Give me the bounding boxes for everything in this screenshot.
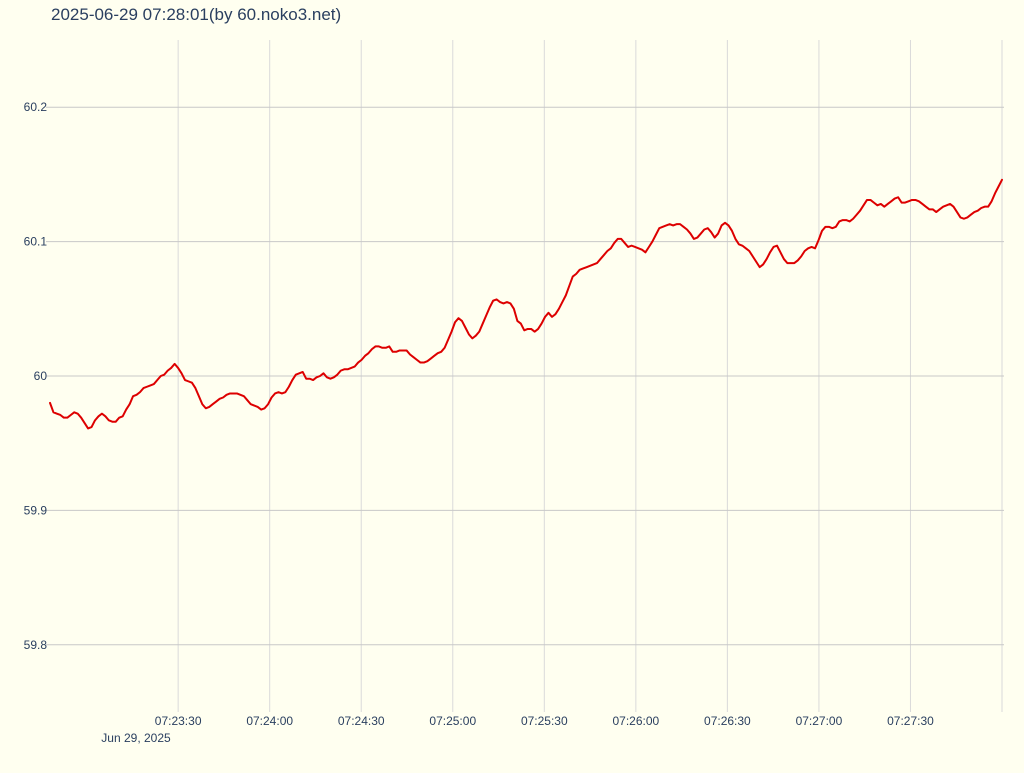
x-tick-label: 07:25:30: [521, 714, 568, 728]
x-tick-label: 07:27:00: [796, 714, 843, 728]
y-tick-label: 60.2: [24, 100, 48, 114]
x-tick-label: 07:27:30: [887, 714, 934, 728]
y-tick-labels: 59.8 59.9 60 60.1 60.2: [24, 100, 48, 652]
x-tick-labels: 07:23:30 07:24:00 07:24:30 07:25:00 07:25:30…: [155, 714, 934, 728]
series-layer: [49, 178, 1003, 430]
chart-title: 2025-06-29 07:28:01(by 60.noko3.net): [51, 5, 341, 24]
x-tick-date-label: Jun 29, 2025: [101, 731, 171, 745]
x-tick-label: 07:24:30: [338, 714, 385, 728]
y-gridlines: [46, 106, 1004, 646]
price-series-line: [49, 178, 1003, 430]
x-tick-label: 07:25:00: [429, 714, 476, 728]
y-tick-label: 60.1: [24, 235, 48, 249]
x-tick-label: 07:26:00: [612, 714, 659, 728]
y-tick-label: 60: [34, 369, 48, 383]
x-tick-label: 07:26:30: [704, 714, 751, 728]
x-tick-label: 07:23:30: [155, 714, 202, 728]
y-tick-label: 59.8: [24, 638, 48, 652]
y-tick-label: 59.9: [24, 503, 48, 517]
x-tick-label: 07:24:00: [246, 714, 293, 728]
